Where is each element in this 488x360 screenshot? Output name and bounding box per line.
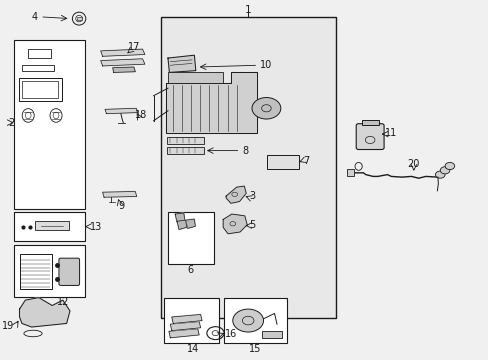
Polygon shape bbox=[223, 214, 247, 234]
Bar bbox=[28, 49, 51, 58]
Bar bbox=[14, 244, 85, 297]
Polygon shape bbox=[101, 49, 144, 56]
Bar bbox=[22, 81, 58, 98]
Bar bbox=[167, 212, 213, 264]
Bar bbox=[346, 169, 353, 176]
Text: 3: 3 bbox=[248, 191, 255, 201]
Text: 9: 9 bbox=[118, 201, 124, 211]
Circle shape bbox=[435, 171, 444, 178]
Bar bbox=[22, 65, 54, 71]
Bar bbox=[14, 212, 85, 241]
Bar bbox=[77, 17, 81, 21]
Circle shape bbox=[251, 98, 280, 119]
Bar bbox=[166, 147, 203, 154]
Bar bbox=[261, 330, 281, 338]
Circle shape bbox=[232, 309, 263, 332]
Polygon shape bbox=[102, 192, 137, 197]
Polygon shape bbox=[105, 108, 138, 114]
Text: 17: 17 bbox=[128, 42, 140, 52]
Text: 15: 15 bbox=[249, 344, 261, 354]
Circle shape bbox=[439, 167, 449, 174]
Polygon shape bbox=[113, 67, 135, 72]
Text: 18: 18 bbox=[135, 111, 147, 121]
Bar bbox=[164, 298, 219, 343]
Text: 1: 1 bbox=[244, 5, 251, 15]
Polygon shape bbox=[177, 220, 186, 229]
Polygon shape bbox=[165, 72, 256, 134]
Text: 12: 12 bbox=[57, 297, 69, 307]
Text: 2: 2 bbox=[8, 118, 14, 128]
FancyBboxPatch shape bbox=[355, 124, 383, 149]
Polygon shape bbox=[20, 298, 70, 327]
Polygon shape bbox=[225, 186, 246, 203]
Bar bbox=[19, 78, 61, 101]
Text: 11: 11 bbox=[384, 129, 396, 138]
Text: 4: 4 bbox=[31, 12, 38, 22]
Bar bbox=[267, 155, 298, 169]
Text: 20: 20 bbox=[407, 159, 419, 169]
Text: 7: 7 bbox=[302, 156, 308, 166]
Text: 8: 8 bbox=[242, 145, 248, 156]
Bar bbox=[35, 221, 69, 230]
Text: 16: 16 bbox=[224, 329, 237, 339]
Bar bbox=[20, 254, 52, 289]
Bar bbox=[361, 120, 378, 126]
Bar bbox=[166, 136, 203, 144]
Polygon shape bbox=[170, 321, 200, 330]
Polygon shape bbox=[175, 213, 184, 222]
Text: 19: 19 bbox=[2, 321, 14, 331]
Text: 6: 6 bbox=[187, 265, 193, 275]
Polygon shape bbox=[101, 59, 144, 66]
Bar bbox=[161, 17, 335, 318]
Text: 13: 13 bbox=[89, 222, 102, 231]
Bar bbox=[167, 72, 222, 83]
Polygon shape bbox=[168, 329, 199, 338]
Circle shape bbox=[444, 162, 454, 170]
Text: 10: 10 bbox=[260, 59, 272, 69]
Bar bbox=[224, 298, 286, 343]
Bar bbox=[14, 40, 85, 209]
Polygon shape bbox=[167, 55, 195, 72]
Text: 5: 5 bbox=[248, 220, 255, 230]
Polygon shape bbox=[185, 219, 195, 228]
FancyBboxPatch shape bbox=[59, 258, 80, 285]
Polygon shape bbox=[171, 315, 202, 323]
Text: 14: 14 bbox=[186, 344, 199, 354]
